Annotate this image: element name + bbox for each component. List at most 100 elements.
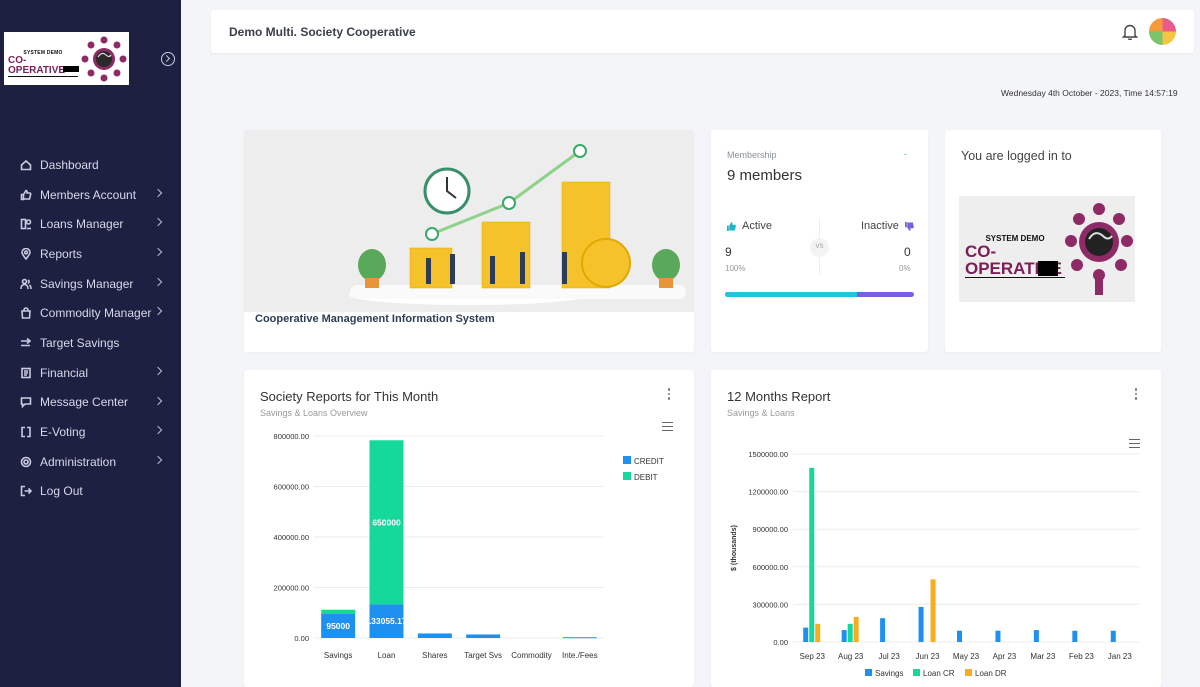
logo-text: SYSTEM DEMO CO-OPERATIVE xyxy=(965,234,1065,278)
bar-debit xyxy=(369,440,404,605)
x-tick-label: Inte./Fees xyxy=(562,651,598,660)
chevron-right-icon xyxy=(153,307,163,316)
y-tick-label: 1200000.00 xyxy=(748,488,788,497)
legend-label: DEBIT xyxy=(634,473,658,482)
legend-swatch xyxy=(965,669,972,676)
logo-small-line: SYSTEM DEMO xyxy=(985,234,1045,243)
x-tick-label: Loan xyxy=(378,651,396,660)
chart-title: 12 Months Report xyxy=(727,389,831,404)
x-tick-label: Target Svs xyxy=(464,651,502,660)
avatar[interactable] xyxy=(1149,18,1176,45)
x-tick-label: Commodity xyxy=(511,651,551,660)
thumbs-down-icon xyxy=(904,221,914,231)
legend-swatch xyxy=(623,472,631,480)
chevron-right-icon xyxy=(153,455,163,465)
active-count: 9 xyxy=(725,245,732,259)
cooperative-logo: SYSTEM DEMO CO-OPERATIVE xyxy=(959,196,1135,302)
bar-credit xyxy=(321,614,356,638)
chevron-right-icon xyxy=(153,247,163,257)
bar-debit xyxy=(321,609,356,615)
bar-loan-dr xyxy=(930,579,936,642)
logo-black-block xyxy=(63,66,79,72)
bar-savings xyxy=(841,630,847,642)
sidebar-item-e-voting[interactable]: E-Voting xyxy=(0,417,181,447)
chart-menu-icon[interactable] xyxy=(662,422,673,431)
inactive-members-label: Inactive xyxy=(861,220,914,232)
legend-label: CREDIT xyxy=(634,457,664,466)
sidebar-item-administration[interactable]: Administration xyxy=(0,447,181,477)
active-percent: 100% xyxy=(725,264,746,273)
inactive-label-text: Inactive xyxy=(861,220,899,232)
sidebar-item-label: Target Savings xyxy=(40,335,120,350)
society-bar-chart: 0.00 200000.00 400000.00 600000.00 800000.00… xyxy=(274,432,664,660)
bar-savings xyxy=(1110,630,1116,642)
sidebar-item-label: Dashboard xyxy=(40,157,99,172)
chevron-right-icon xyxy=(153,366,163,376)
sidebar-collapse-button[interactable] xyxy=(161,52,175,66)
sidebar-item-message-center[interactable]: Message Center xyxy=(0,388,181,418)
chart-menu-icon[interactable] xyxy=(1129,439,1140,448)
x-tick-label: Jun 23 xyxy=(916,652,941,661)
x-tick-label: Mar 23 xyxy=(1030,652,1055,661)
thumbs-up-icon xyxy=(20,189,32,201)
thumbs-up-icon xyxy=(727,221,736,231)
membership-indicator: - xyxy=(904,149,907,159)
y-tick-label: 400000.00 xyxy=(274,533,309,542)
arrow-right-icon xyxy=(20,337,32,349)
vs-badge: VS xyxy=(810,238,829,257)
current-datetime: Wednesday 4th October - 2023, Time 14:57… xyxy=(1001,88,1178,98)
sidebar-logo[interactable]: SYSTEM DEMO CO-OPERATIVE xyxy=(4,32,129,85)
logo-big-line: CO-OPERATIVE xyxy=(8,56,78,77)
voting-icon xyxy=(20,426,32,438)
sidebar-item-loans-manager[interactable]: Loans Manager xyxy=(0,209,181,239)
x-tick-label: Jan 23 xyxy=(1108,652,1133,661)
chevron-right-icon xyxy=(153,218,163,227)
bar-savings xyxy=(1033,630,1039,642)
sidebar-item-target-savings[interactable]: Target Savings xyxy=(0,328,181,358)
chart-subtitle: Savings & Loans Overview xyxy=(260,408,368,418)
bar-savings xyxy=(880,618,886,642)
x-tick-label: Apr 23 xyxy=(993,652,1017,661)
more-options-icon[interactable] xyxy=(1131,388,1141,402)
hero-title: Cooperative Management Information Syste… xyxy=(255,313,495,325)
sidebar-item-label: Financial xyxy=(40,365,89,380)
x-tick-label: Savings xyxy=(324,651,352,660)
logo-text: SYSTEM DEMO CO-OPERATIVE xyxy=(8,50,79,77)
loans-icon xyxy=(20,218,32,230)
login-card: You are logged in to SYSTEM DEMO CO-OPER… xyxy=(945,130,1161,352)
sidebar: SYSTEM DEMO CO-OPERATIVE Dashboard Membe… xyxy=(0,0,181,687)
bar-savings xyxy=(957,630,962,642)
bell-icon[interactable] xyxy=(1121,23,1139,41)
y-tick-label: 200000.00 xyxy=(274,584,309,593)
pin-icon xyxy=(20,247,32,260)
data-label: 133055.17 xyxy=(366,616,406,626)
data-label: 650000 xyxy=(372,517,401,527)
y-tick-label: 900000.00 xyxy=(753,525,788,534)
sidebar-item-commodity-manager[interactable]: Commodity Manager xyxy=(0,298,181,328)
y-tick-label: 800000.00 xyxy=(274,432,309,441)
chart-subtitle: Savings & Loans xyxy=(727,408,795,418)
membership-count: 9 members xyxy=(727,167,803,184)
more-options-icon[interactable] xyxy=(664,388,674,402)
sidebar-item-label: Savings Manager xyxy=(40,276,134,291)
data-label: 95000 xyxy=(326,621,350,631)
organization-name: Demo Multi. Society Cooperative xyxy=(229,25,416,39)
active-label-text: Active xyxy=(742,220,772,232)
sidebar-item-savings-manager[interactable]: Savings Manager xyxy=(0,269,181,299)
sidebar-item-dashboard[interactable]: Dashboard xyxy=(0,150,181,180)
sidebar-item-financial[interactable]: Financial xyxy=(0,358,181,388)
logo-emblem-icon xyxy=(1065,203,1133,295)
logo-small-line: SYSTEM DEMO xyxy=(23,50,63,56)
sidebar-item-log-out[interactable]: Log Out xyxy=(0,477,181,507)
twelve-months-report-card: 12 Months Report Savings & Loans 0.00 300… xyxy=(711,370,1161,687)
bar-credit xyxy=(369,604,404,638)
membership-progress-bar xyxy=(725,292,914,297)
home-icon xyxy=(20,159,32,171)
sidebar-nav: Dashboard Members Account Loans Manager … xyxy=(0,150,181,506)
logo-emblem-icon xyxy=(81,36,127,82)
chevron-right-icon xyxy=(153,396,163,405)
sidebar-item-members-account[interactable]: Members Account xyxy=(0,180,181,210)
bar-savings xyxy=(918,606,924,642)
sidebar-item-reports[interactable]: Reports xyxy=(0,239,181,269)
bar-credit xyxy=(466,634,501,638)
